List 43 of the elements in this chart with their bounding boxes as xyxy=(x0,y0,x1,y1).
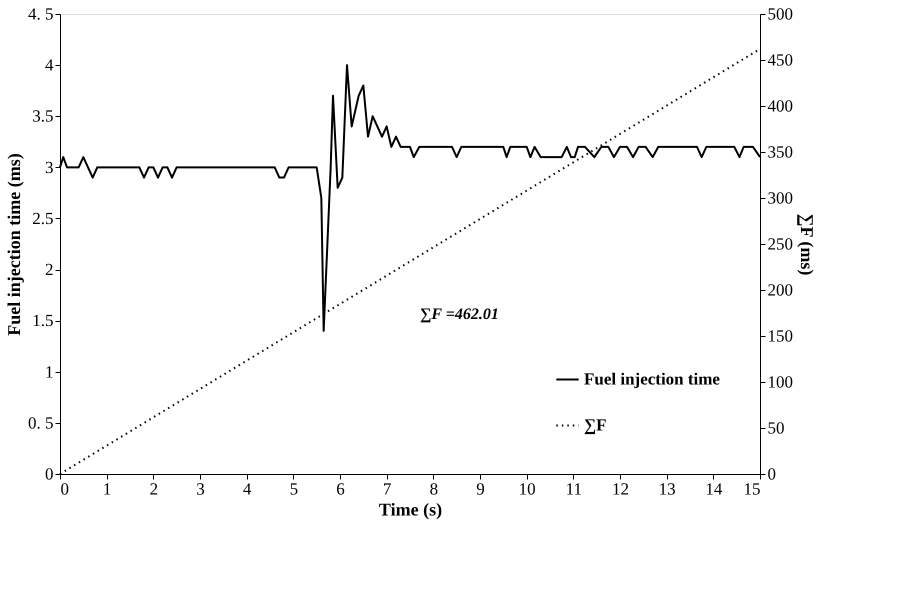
x-tick-label: 11 xyxy=(566,480,582,498)
y2-tick-label: 0 xyxy=(768,464,776,484)
y2-tick-label: 500 xyxy=(768,4,793,24)
x-tick-label: 9 xyxy=(476,480,485,498)
x-tick-label: 14 xyxy=(705,480,723,498)
y2-tick-label: 200 xyxy=(768,280,793,300)
x-tick-label: 13 xyxy=(658,480,676,498)
y-tick-label: 1.5 xyxy=(32,311,54,330)
x-tick-label: 3 xyxy=(196,480,205,498)
y-tick-label: 0. 5 xyxy=(28,413,54,432)
y-tick-label: 2 xyxy=(45,260,54,280)
x-tick-label: 4 xyxy=(242,480,252,498)
annotation: ∑F =462.01 xyxy=(420,306,499,323)
x-tick-label: 15 xyxy=(744,480,760,498)
y-tick-label: 3.5 xyxy=(32,106,54,126)
legend-label: Fuel injection time xyxy=(584,370,720,388)
x-tick-label: 2 xyxy=(150,480,158,498)
y-tick-label: 4 xyxy=(45,56,54,75)
y-axis-title: Fuel injection time (ms) xyxy=(4,153,24,336)
y2-tick-label: 450 xyxy=(768,50,793,70)
y2-tick-label: 400 xyxy=(768,96,793,116)
y2-tick-label: 350 xyxy=(768,142,793,162)
x-tick-label: 8 xyxy=(430,480,438,498)
y2-tick-label: 300 xyxy=(768,188,793,208)
x-tick-label: 5 xyxy=(290,480,298,498)
y-tick-label: 3 xyxy=(45,158,54,177)
y-tick-label: 2.5 xyxy=(32,208,54,228)
x-tick-label: 6 xyxy=(336,480,345,498)
y2-tick-label: 150 xyxy=(768,326,793,346)
legend-label: ∑F xyxy=(584,416,607,434)
x-tick-label: 10 xyxy=(518,480,536,498)
y2-tick-label: 250 xyxy=(768,234,793,254)
y-tick-label: 4. 5 xyxy=(28,4,54,24)
x-tick-label: 12 xyxy=(612,480,629,498)
y2-axis-title: ∑F (ms) xyxy=(797,214,817,276)
x-axis-title: Time (s) xyxy=(378,500,442,520)
x-tick-label: 0 xyxy=(60,480,69,498)
y2-tick-label: 100 xyxy=(768,372,793,392)
y-tick-label: 1 xyxy=(45,362,54,382)
y2-tick-label: 50 xyxy=(768,418,784,438)
x-tick-label: 1 xyxy=(102,480,112,498)
y-tick-label: 0 xyxy=(45,464,54,484)
x-tick-label: 7 xyxy=(382,480,392,498)
